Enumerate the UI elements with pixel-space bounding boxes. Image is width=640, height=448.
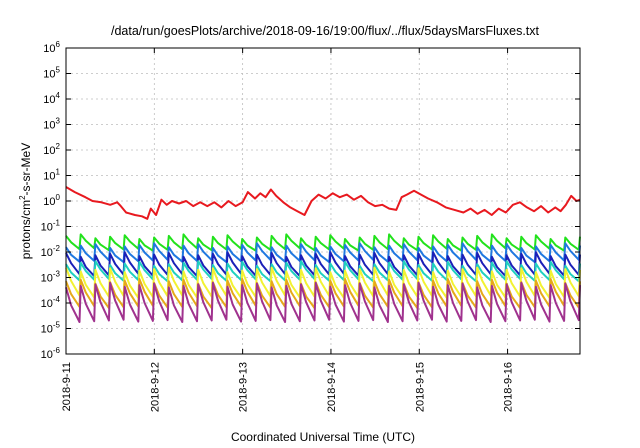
x-tick-label: 2018-9-12 [149,362,161,412]
y-tick-exponent: -4 [53,295,61,304]
y-tick-exponent: 3 [56,117,61,126]
y-tick-base: 10 [43,145,55,157]
y-tick-exponent: 2 [56,142,61,151]
y-tick-base: 10 [43,120,55,132]
x-tick-label: 2018-9-16 [503,362,515,412]
x-tick-label: 2018-9-11 [61,362,73,411]
y-tick-base: 10 [41,324,53,336]
x-tick-labels: 2018-9-11 2018-9-12 2018-9-13 2018-9-14 2018… [61,48,515,412]
y-axis-label-base: protons/cm [19,200,33,259]
y-tick-label: 103 [43,117,60,132]
y-axis-label-rest: -s-sr-MeV [19,143,33,196]
y-tick-base: 10 [43,196,55,208]
x-tick-label: 2018-9-14 [326,362,338,412]
series-lines [65,186,581,323]
y-tick-label: 101 [43,168,60,183]
y-tick-base: 10 [41,222,53,234]
y-tick-label: 10-3 [41,270,61,285]
y-tick-exponent: -1 [53,219,61,228]
y-tick-label: 104 [43,91,60,106]
y-tick-exponent: -3 [53,270,61,279]
y-tick-label: 10-6 [41,346,61,361]
x-axis-label: Coordinated Universal Time (UTC) [231,430,415,444]
y-tick-label: 10-4 [41,295,61,310]
y-axis-label-sup: 2 [18,195,27,200]
y-axis-label: protons/cm2-s-sr-MeV [18,143,33,259]
y-tick-base: 10 [43,69,55,81]
y-tick-label: 105 [43,66,60,81]
y-tick-label: 10-2 [41,244,61,259]
y-tick-base: 10 [43,94,55,106]
y-tick-exponent: 6 [56,40,61,49]
y-tick-base: 10 [41,298,53,310]
x-tick-label: 2018-9-13 [238,362,250,412]
y-tick-exponent: 5 [56,66,61,75]
y-tick-label: 106 [43,40,60,55]
y-tick-exponent: 0 [56,193,61,202]
chart-title: /data/run/goesPlots/archive/2018-09-16/1… [111,24,540,38]
y-tick-base: 10 [43,43,55,55]
y-tick-labels: 10-610-510-410-310-210-11001011021031041… [41,40,580,361]
series-line-4 [65,251,581,278]
y-tick-exponent: 1 [56,168,61,177]
y-tick-exponent: -5 [53,321,61,330]
series-line-3 [65,242,581,264]
y-tick-label: 102 [43,142,60,157]
series-line-1 [65,186,581,220]
y-tick-base: 10 [41,349,53,361]
y-tick-base: 10 [41,247,53,259]
y-tick-exponent: -6 [53,346,61,355]
y-tick-base: 10 [43,171,55,183]
grid-lines [66,48,580,354]
y-tick-label: 10-5 [41,321,61,336]
x-tick-label: 2018-9-15 [414,362,426,412]
y-tick-label: 10-1 [41,219,61,234]
y-tick-base: 10 [41,273,53,285]
y-tick-exponent: -2 [53,244,61,253]
y-tick-label: 100 [43,193,60,208]
y-tick-exponent: 4 [56,91,61,100]
series-line-2 [65,233,581,252]
series-line-8 [65,281,581,323]
